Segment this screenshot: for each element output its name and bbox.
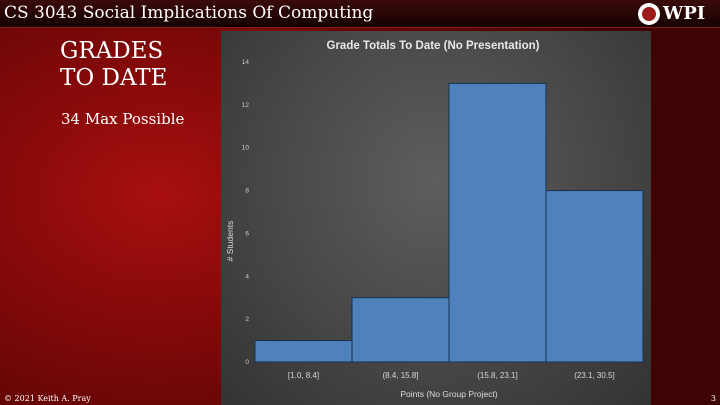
histogram-bar [448, 82, 547, 363]
y-tick-label: 4 [245, 273, 249, 280]
y-tick-label: 8 [245, 188, 249, 195]
slide-heading-line-1: GRADES [60, 38, 164, 64]
y-axis-label: # Students [225, 221, 235, 262]
course-title: CS 3043 Social Implications Of Computing [4, 3, 374, 23]
max-possible-text: 34 Max Possible [61, 110, 185, 128]
x-category-label: (8.4, 15.8] [382, 371, 418, 380]
slide-heading-line-2: TO DATE [60, 65, 168, 91]
y-tick-label: 12 [242, 102, 250, 109]
y-axis-ticks: 0 2 4 6 8 10 12 14 [242, 59, 250, 366]
logo-text: WPI [663, 3, 706, 24]
title-bar: CS 3043 Social Implications Of Computing… [0, 0, 720, 28]
y-tick-label: 10 [242, 145, 250, 152]
y-tick-label: 0 [245, 359, 249, 366]
page-number: 3 [710, 394, 716, 403]
slide-heading: GRADES TO DATE [60, 38, 167, 92]
x-category-label: (15.8, 23.1] [477, 371, 517, 380]
x-category-label: [1.0, 8.4] [288, 371, 319, 380]
wpi-logo: WPI [638, 1, 705, 26]
histogram-bar [254, 340, 353, 363]
histogram-bar [351, 297, 450, 363]
histogram-bar [545, 190, 644, 363]
x-axis-categories: [1.0, 8.4] (8.4, 15.8] (15.8, 23.1] (23.1, … [288, 371, 615, 380]
y-tick-label: 6 [245, 230, 249, 237]
histogram-chart: Grade Totals To Date (No Presentation) 0… [225, 40, 644, 399]
y-tick-label: 14 [242, 59, 250, 66]
x-category-label: (23.1, 30.5] [574, 371, 614, 380]
bars-group [254, 82, 644, 363]
x-axis-label: Points (No Group Project) [400, 389, 497, 399]
copyright-footer: © 2021 Keith A. Pray [4, 394, 91, 403]
chart-title: Grade Totals To Date (No Presentation) [327, 40, 540, 52]
chart-panel: Grade Totals To Date (No Presentation) 0… [221, 31, 651, 405]
y-tick-label: 2 [245, 316, 249, 323]
wpi-seal-icon [638, 2, 660, 25]
